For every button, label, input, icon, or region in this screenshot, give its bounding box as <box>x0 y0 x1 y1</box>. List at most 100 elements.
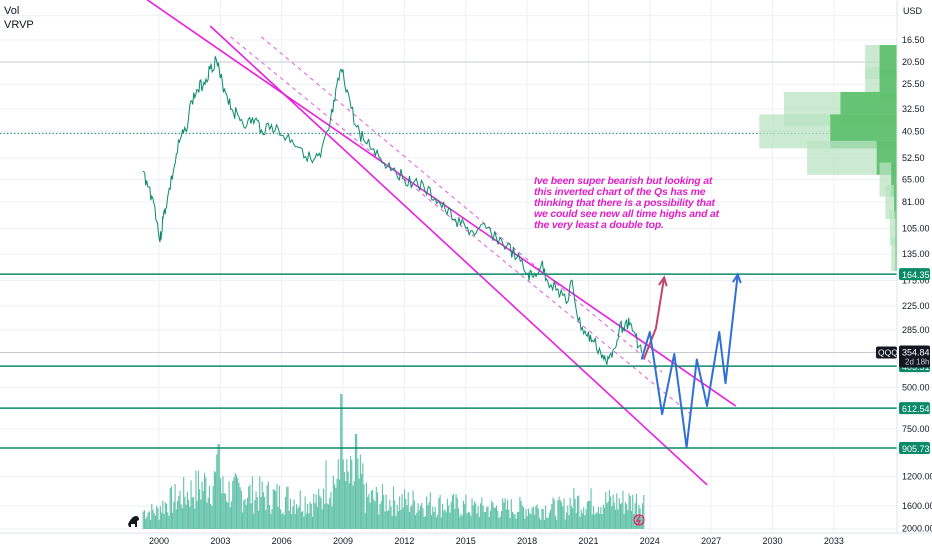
volume-bar <box>305 513 307 529</box>
projection-arrow-red[interactable] <box>642 277 666 360</box>
volume-bar <box>249 484 251 529</box>
volume-bar <box>337 459 339 529</box>
volume-bar <box>424 516 426 529</box>
level-price-tag[interactable] <box>899 402 930 415</box>
volume-bar <box>372 489 374 529</box>
volume-bar <box>540 519 542 529</box>
channel-lower-line[interactable] <box>209 25 708 486</box>
volume-bar <box>590 488 592 529</box>
channel-upper-line[interactable] <box>139 0 737 407</box>
volume-bar <box>469 512 471 529</box>
vrvp-row-total <box>889 211 897 246</box>
volume-bar <box>603 507 606 529</box>
volume-bar <box>309 501 311 529</box>
volume-bar <box>143 510 145 529</box>
volume-bar <box>211 505 213 529</box>
volume-bar <box>510 499 512 529</box>
volume-bar <box>385 494 387 529</box>
volume-bar <box>639 508 641 529</box>
volume-bar <box>567 505 569 529</box>
lightning-icon[interactable] <box>633 514 645 526</box>
volume-bar <box>381 484 384 529</box>
volume-bar <box>375 486 377 529</box>
volume-bar <box>289 498 291 529</box>
volume-bar <box>552 497 554 529</box>
volume-bar <box>191 497 193 529</box>
x-tick-label: 2000 <box>149 536 169 546</box>
volume-bar <box>559 500 561 529</box>
legend-vol[interactable]: Vol <box>4 5 20 17</box>
level-price-tag[interactable] <box>899 442 930 454</box>
volume-bar <box>311 516 314 529</box>
volume-bar <box>368 493 370 529</box>
y-tick-label: 1200.00 <box>902 472 932 482</box>
volume-bar <box>383 494 385 529</box>
volume-bar <box>471 498 473 529</box>
y-tick-label: 40.50 <box>902 126 925 136</box>
volume-bar <box>286 486 288 529</box>
volume-bar <box>464 504 466 529</box>
volume-bar <box>319 495 321 529</box>
volume-bar <box>345 481 347 529</box>
volume-bar <box>257 510 260 529</box>
volume-bar <box>315 494 317 529</box>
ticker-tag[interactable] <box>876 346 897 359</box>
volume-bar <box>184 496 186 529</box>
projection-arrow-red-head <box>658 275 668 287</box>
volume-bar <box>210 503 212 529</box>
volume-bar <box>412 490 414 529</box>
volume-bar <box>341 394 343 529</box>
channel-mid-dashed-line-2[interactable] <box>260 36 663 373</box>
volume-bar <box>233 477 235 529</box>
volume-bar <box>232 480 234 529</box>
volume-bar <box>219 478 222 529</box>
volume-bar <box>229 507 231 529</box>
y-tick-label: 16.50 <box>902 35 925 45</box>
volume-bar <box>216 454 218 529</box>
projection-arrow-blue[interactable] <box>640 274 739 449</box>
volume-bar <box>196 500 198 529</box>
volume-bar <box>205 477 207 529</box>
y-tick-label: 25.50 <box>902 79 925 89</box>
volume-bar <box>185 504 187 529</box>
volume-bar <box>617 509 619 529</box>
volume-bar <box>300 511 303 529</box>
volume-bar <box>456 498 458 529</box>
volume-bar <box>594 514 596 529</box>
volume-bar <box>527 508 530 529</box>
volume-bar <box>473 501 476 529</box>
volume-bar <box>213 471 215 529</box>
volume-bar <box>494 507 496 529</box>
volume-bar <box>239 487 241 529</box>
volume-bar <box>426 496 428 529</box>
volume-bar <box>480 503 482 529</box>
annotation-note[interactable]: Ive been super bearish but looking at th… <box>534 175 719 231</box>
volume-bar <box>581 513 584 529</box>
volume-bar <box>332 475 334 529</box>
volume-bar <box>207 497 209 529</box>
volume-bar <box>396 504 398 529</box>
volume-bar <box>538 517 541 529</box>
volume-bar <box>343 472 345 529</box>
volume-bar <box>374 501 376 529</box>
volume-bar <box>509 517 511 529</box>
volume-bar <box>628 493 630 529</box>
level-price-tag[interactable] <box>899 268 930 281</box>
current-price-tag[interactable] <box>899 345 930 368</box>
volume-bar <box>444 509 446 529</box>
volume-bar <box>206 502 208 529</box>
volume-bar <box>327 504 330 529</box>
y-tick-label: 20.50 <box>902 57 925 67</box>
volume-bar <box>351 460 353 529</box>
legend-vrvp[interactable]: VRVP <box>4 19 34 31</box>
volume-bar <box>550 509 552 529</box>
volume-bar <box>605 492 607 529</box>
volume-bar <box>526 516 528 529</box>
volume-bar <box>388 510 390 529</box>
volume-bar <box>580 509 582 529</box>
volume-bar <box>183 476 185 529</box>
volume-bar <box>324 503 326 529</box>
volume-bar <box>534 514 536 529</box>
